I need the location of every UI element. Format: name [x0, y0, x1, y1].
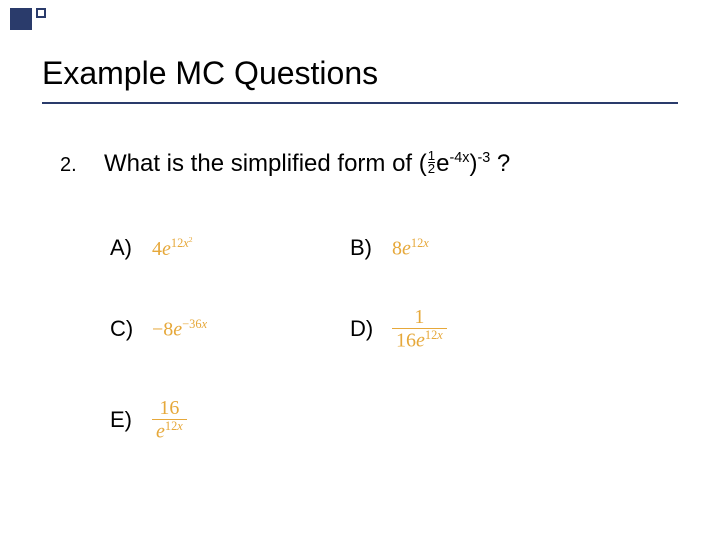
- d-numerator: 1: [410, 307, 428, 328]
- b-var: x: [423, 236, 429, 250]
- frac-denominator: 2: [428, 163, 435, 175]
- b-e: e: [402, 237, 411, 259]
- c-e: e: [173, 319, 182, 341]
- choice-b: B) 8e12x: [350, 235, 570, 261]
- a-supexp: 2: [189, 235, 193, 244]
- corner-decoration: [10, 8, 46, 30]
- choice-e-label: E): [110, 407, 138, 433]
- choice-a: A) 4e12x2: [110, 235, 330, 261]
- e-exp-wrap: 12x: [165, 419, 183, 433]
- question-block: 2. What is the simplified form of (12e-4…: [60, 150, 680, 178]
- a-e: e: [162, 238, 171, 260]
- e-numerator: 16: [155, 398, 183, 419]
- one-half-fraction: 12: [427, 150, 436, 175]
- e-var: x: [177, 419, 183, 433]
- choice-e-expression: 16 e12x: [152, 398, 187, 443]
- choice-c: C) −8e−36x: [110, 307, 330, 352]
- choice-c-label: C): [110, 316, 138, 342]
- choice-a-label: A): [110, 235, 138, 261]
- d-denominator: 16e12x: [392, 329, 447, 352]
- choice-d: D) 1 16e12x: [350, 307, 570, 352]
- question-text: What is the simplified form of (12e-4x)-…: [104, 150, 510, 178]
- d-exp: 12: [425, 328, 437, 342]
- c-exp-wrap: −36x: [182, 317, 207, 331]
- slide-title: Example MC Questions: [42, 55, 378, 92]
- d-var: x: [437, 328, 443, 342]
- e-e: e: [156, 420, 165, 442]
- deco-square-small: [36, 8, 46, 18]
- a-exp-wrap: 12x2: [171, 236, 193, 250]
- choice-c-expression: −8e−36x: [152, 317, 207, 342]
- b-exp-wrap: 12x: [411, 236, 429, 250]
- b-exp: 12: [411, 236, 423, 250]
- choice-d-expression: 1 16e12x: [392, 307, 447, 352]
- deco-square-large: [10, 8, 32, 30]
- b-coef: 8: [392, 237, 402, 259]
- c-exp: −36: [182, 317, 201, 331]
- a-coef: 4: [152, 238, 162, 260]
- title-underline: [42, 102, 678, 104]
- answer-choices: A) 4e12x2 B) 8e12x C) −8e−36x D) 1 16e12…: [110, 235, 570, 442]
- a-exp: 12: [171, 236, 183, 250]
- d-fraction: 1 16e12x: [392, 307, 447, 352]
- d-e: e: [416, 330, 425, 352]
- d-exp-wrap: 12x: [425, 328, 443, 342]
- c-var: x: [202, 317, 208, 331]
- e-denominator: e12x: [152, 420, 187, 443]
- exp-inner: -4x: [449, 150, 469, 166]
- choice-a-expression: 4e12x2: [152, 235, 193, 261]
- d-den-coef: 16: [396, 330, 416, 352]
- choice-b-label: B): [350, 235, 378, 261]
- question-suffix: ?: [490, 150, 510, 177]
- e-fraction: 16 e12x: [152, 398, 187, 443]
- c-coef: −8: [152, 319, 173, 341]
- question-row: 2. What is the simplified form of (12e-4…: [60, 150, 680, 178]
- choice-d-label: D): [350, 316, 378, 342]
- question-number: 2.: [60, 154, 80, 177]
- e-exp: 12: [165, 419, 177, 433]
- choice-b-expression: 8e12x: [392, 236, 429, 261]
- exp-outer: -3: [477, 150, 490, 166]
- base-e: e: [436, 150, 449, 177]
- choice-e: E) 16 e12x: [110, 398, 330, 443]
- question-prefix: What is the simplified form of (: [104, 150, 427, 177]
